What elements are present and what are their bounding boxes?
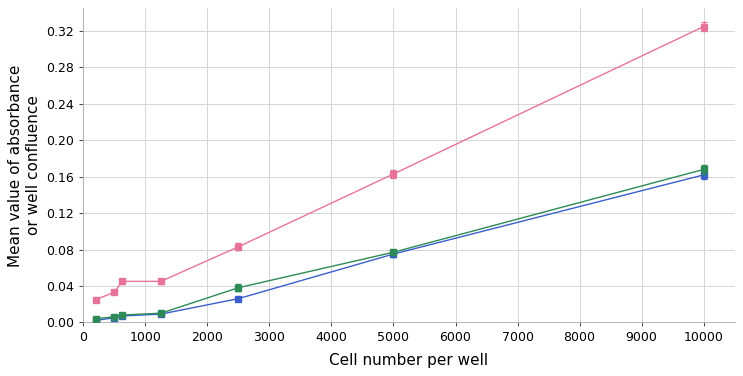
X-axis label: Cell number per well: Cell number per well — [329, 353, 489, 368]
Y-axis label: Mean value of absorbance
or well confluence: Mean value of absorbance or well conflue… — [8, 64, 41, 267]
